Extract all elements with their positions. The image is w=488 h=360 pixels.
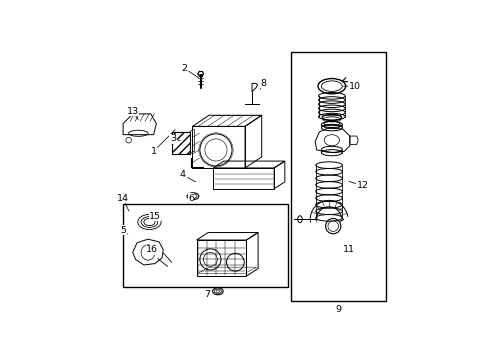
Text: 13: 13 [126, 107, 139, 116]
Text: 6: 6 [187, 194, 194, 203]
Text: 8: 8 [260, 79, 265, 88]
Text: 2: 2 [181, 64, 187, 73]
Text: 5: 5 [120, 226, 126, 235]
Text: 7: 7 [204, 289, 210, 298]
Text: 15: 15 [149, 212, 161, 221]
Bar [290, 51, 386, 301]
Text: 16: 16 [146, 245, 158, 254]
Text: 11: 11 [342, 245, 354, 254]
Text: 1: 1 [150, 147, 156, 156]
Text: 14: 14 [117, 194, 129, 203]
Text: 12: 12 [356, 181, 368, 190]
Bar [123, 204, 287, 287]
Text: 4: 4 [179, 170, 185, 179]
Text: 10: 10 [348, 82, 360, 91]
Text: 3: 3 [170, 134, 176, 143]
Bar [171, 132, 189, 154]
Text: 9: 9 [334, 305, 340, 314]
